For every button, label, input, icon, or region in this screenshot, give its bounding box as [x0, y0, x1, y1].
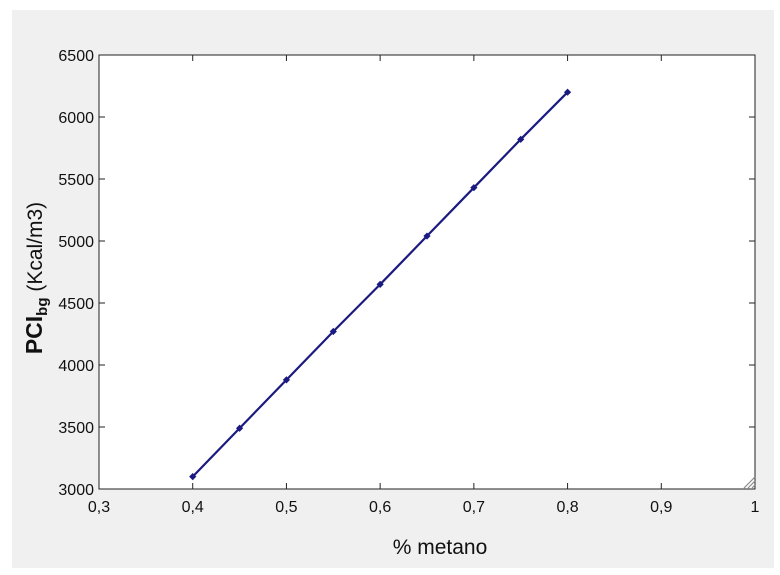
- y-tick-label: 6000: [58, 110, 94, 127]
- x-tick-label: 0,8: [556, 499, 578, 516]
- x-tick-label: 0,5: [275, 499, 297, 516]
- y-axis-label: PCIbg (Kcal/m3): [21, 202, 51, 354]
- x-tick-label: 0,6: [369, 499, 391, 516]
- data-point: [235, 424, 244, 432]
- data-point: [189, 473, 197, 481]
- data-point: [517, 135, 525, 143]
- y-axis-label-subscript: bg: [34, 298, 51, 316]
- data-point: [563, 88, 572, 96]
- y-tick-label: 3500: [58, 420, 94, 437]
- x-tick-label: 0,4: [182, 499, 204, 516]
- data-point: [423, 232, 431, 240]
- x-axis: 0,3 0,4 0,5 0,6 0,7 0,8 0,9 1: [88, 55, 760, 516]
- x-tick-label: 0,9: [650, 499, 672, 516]
- y-tick-label: 4000: [58, 358, 94, 375]
- series-layer: [189, 88, 572, 481]
- y-tick-label: 3000: [58, 482, 94, 499]
- data-point: [329, 327, 337, 336]
- resize-grip-icon[interactable]: [743, 476, 756, 489]
- y-tick-label: 5500: [58, 172, 94, 189]
- y-tick-label: 5000: [58, 234, 94, 251]
- y-axis-label-main: PCI: [21, 316, 47, 354]
- x-tick-label: 1: [751, 499, 760, 516]
- y-axis-label-unit: (Kcal/m3): [24, 202, 47, 298]
- y-axis: 3000 3500 4000 4500 5000 5500 6000 6500: [58, 48, 755, 499]
- y-tick-label: 6500: [58, 48, 94, 65]
- plot-area: [98, 54, 756, 490]
- data-point: [282, 376, 291, 384]
- x-tick-label: 0,3: [88, 499, 110, 516]
- x-tick-label: 0,7: [463, 499, 485, 516]
- data-point: [376, 280, 384, 288]
- x-axis-label: % metano: [393, 536, 488, 559]
- y-tick-label: 4500: [58, 296, 94, 313]
- data-point: [470, 184, 478, 192]
